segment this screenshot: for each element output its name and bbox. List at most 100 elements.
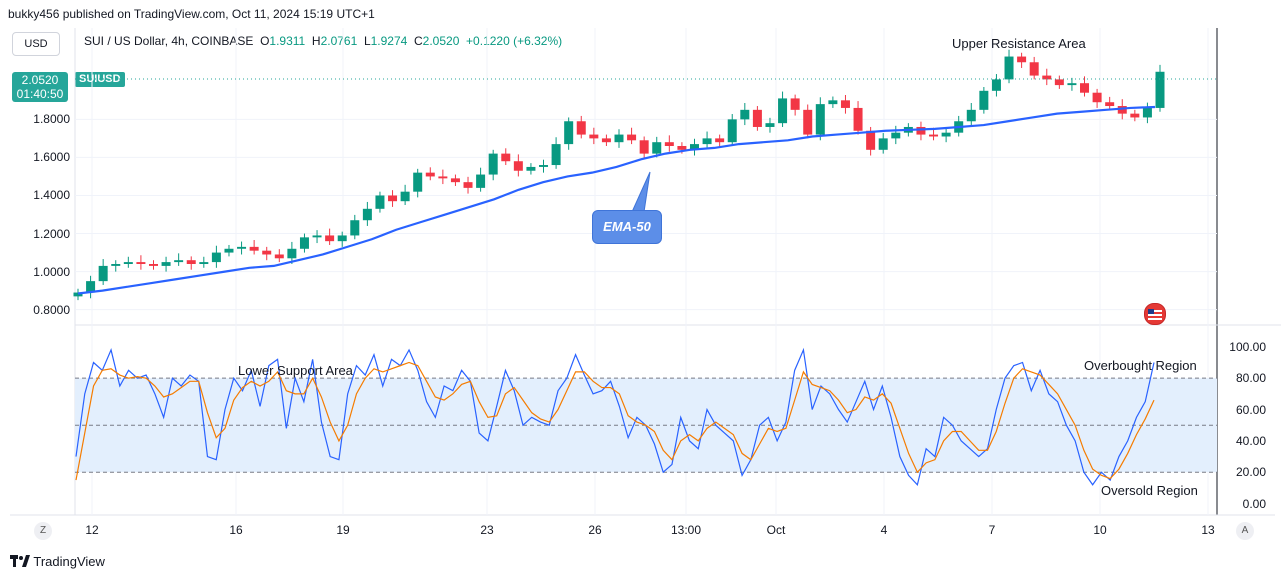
bar-countdown: 01:40:50 [16,87,64,101]
flag-stripes-icon [1148,309,1162,320]
close-label: C [414,34,423,48]
candle-body [878,138,888,150]
candle-body [1080,83,1090,93]
time-tick-label: 26 [588,523,602,537]
candle-body [853,107,863,131]
candle-body [715,138,725,143]
tradingview-logo[interactable]: TradingView [10,554,105,569]
candle-body [438,176,448,179]
change-value: +0.1220 (+6.32%) [466,34,563,48]
candle-body [765,123,775,127]
stoch-d-line [75,361,1155,481]
candle-body [916,126,926,135]
candle-body [1130,113,1140,118]
candle-body [400,191,410,202]
candle-body [450,178,460,183]
candle-body [815,104,825,135]
candle-body [740,109,750,120]
symbol-name: SUI / US Dollar, 4h, COINBASE [84,34,254,48]
candle-body [1029,62,1039,76]
stoch-tick-label: 0.00 [1242,496,1266,511]
auto-scale-button[interactable]: A [1236,522,1254,540]
stoch-tick-label: 80.00 [1235,371,1266,386]
candle-body [1017,56,1027,63]
time-tick-label: 23 [480,523,494,537]
candle-body [639,140,649,154]
close-value: 2.0520 [422,34,460,48]
candle-body [274,254,284,259]
last-price: 2.0520 [21,73,59,87]
candle-body [1054,79,1064,86]
oversold-label: Oversold Region [1101,483,1198,498]
time-tick-label: 13:00 [670,523,702,537]
candle-body [614,134,624,143]
stoch-tick-label: 20.00 [1235,465,1266,480]
candle-body [111,264,121,266]
time-tick-label: Oct [766,523,786,537]
price-tick-label: 0.8000 [33,302,70,317]
candle-body [211,252,221,263]
low-label: L [363,34,371,48]
open-value: 1.9311 [269,34,306,48]
stoch-k-line [75,347,1155,487]
overbought-label: Overbought Region [1084,358,1197,373]
candle-body [1004,56,1014,80]
candle-body [98,265,108,282]
time-tick-label: 12 [85,523,99,537]
candle-body [299,237,309,249]
tv-logo-icon [10,555,30,567]
candle-body [337,235,347,242]
low-value: 1.9274 [370,34,408,48]
candle-body [1092,92,1102,103]
candle-body [350,220,360,236]
us-flag-icon[interactable] [1144,303,1166,325]
candle-body [551,144,561,166]
time-tick-label: 19 [336,523,350,537]
open-label: O [260,34,270,48]
candle-body [186,260,196,264]
zoom-button[interactable]: Z [34,522,52,540]
candle-body [866,130,876,150]
publish-line: bukky456 published on TradingView.com, O… [8,7,375,21]
candle-body [689,144,699,150]
candle-body [664,142,674,146]
candle-body [803,109,813,135]
ema50-line [77,105,1156,295]
candle-body [1155,71,1165,108]
high-label: H [311,34,321,48]
candle-body [941,132,951,137]
stoch-tick-label: 100.00 [1229,339,1266,354]
candle-body [463,182,473,188]
candle-body [488,153,498,175]
candle-body [627,134,637,141]
candle-body [966,109,976,122]
time-tick-label: 7 [988,523,996,537]
time-tick-label: 10 [1093,523,1107,537]
time-tick-label: 16 [229,523,243,537]
candle-body [362,208,372,221]
candle-body [601,138,611,143]
candle-body [413,172,423,192]
candle-body [727,119,737,143]
candle-body [388,195,398,202]
price-tick-label: 1.2000 [33,226,70,241]
candle-body [174,260,184,263]
stoch-tick-label: 60.00 [1235,402,1266,417]
candle-body [476,174,486,188]
candle-body [161,262,171,266]
stoch-tick-label: 40.00 [1235,433,1266,448]
price-tick-label: 1.4000 [33,188,70,203]
candle-body [526,166,536,171]
candle-body [539,165,549,167]
price-tick-label: 1.6000 [33,150,70,165]
candle-body [991,79,1001,91]
candle-body [123,262,133,264]
price-tick-label: 1.8000 [33,112,70,127]
candle-body [1142,107,1152,118]
high-value: 2.0761 [320,34,358,48]
currency-button[interactable]: USD [12,32,60,56]
candle-body [148,264,158,266]
candle-body [589,134,599,139]
candle-body [513,161,523,171]
